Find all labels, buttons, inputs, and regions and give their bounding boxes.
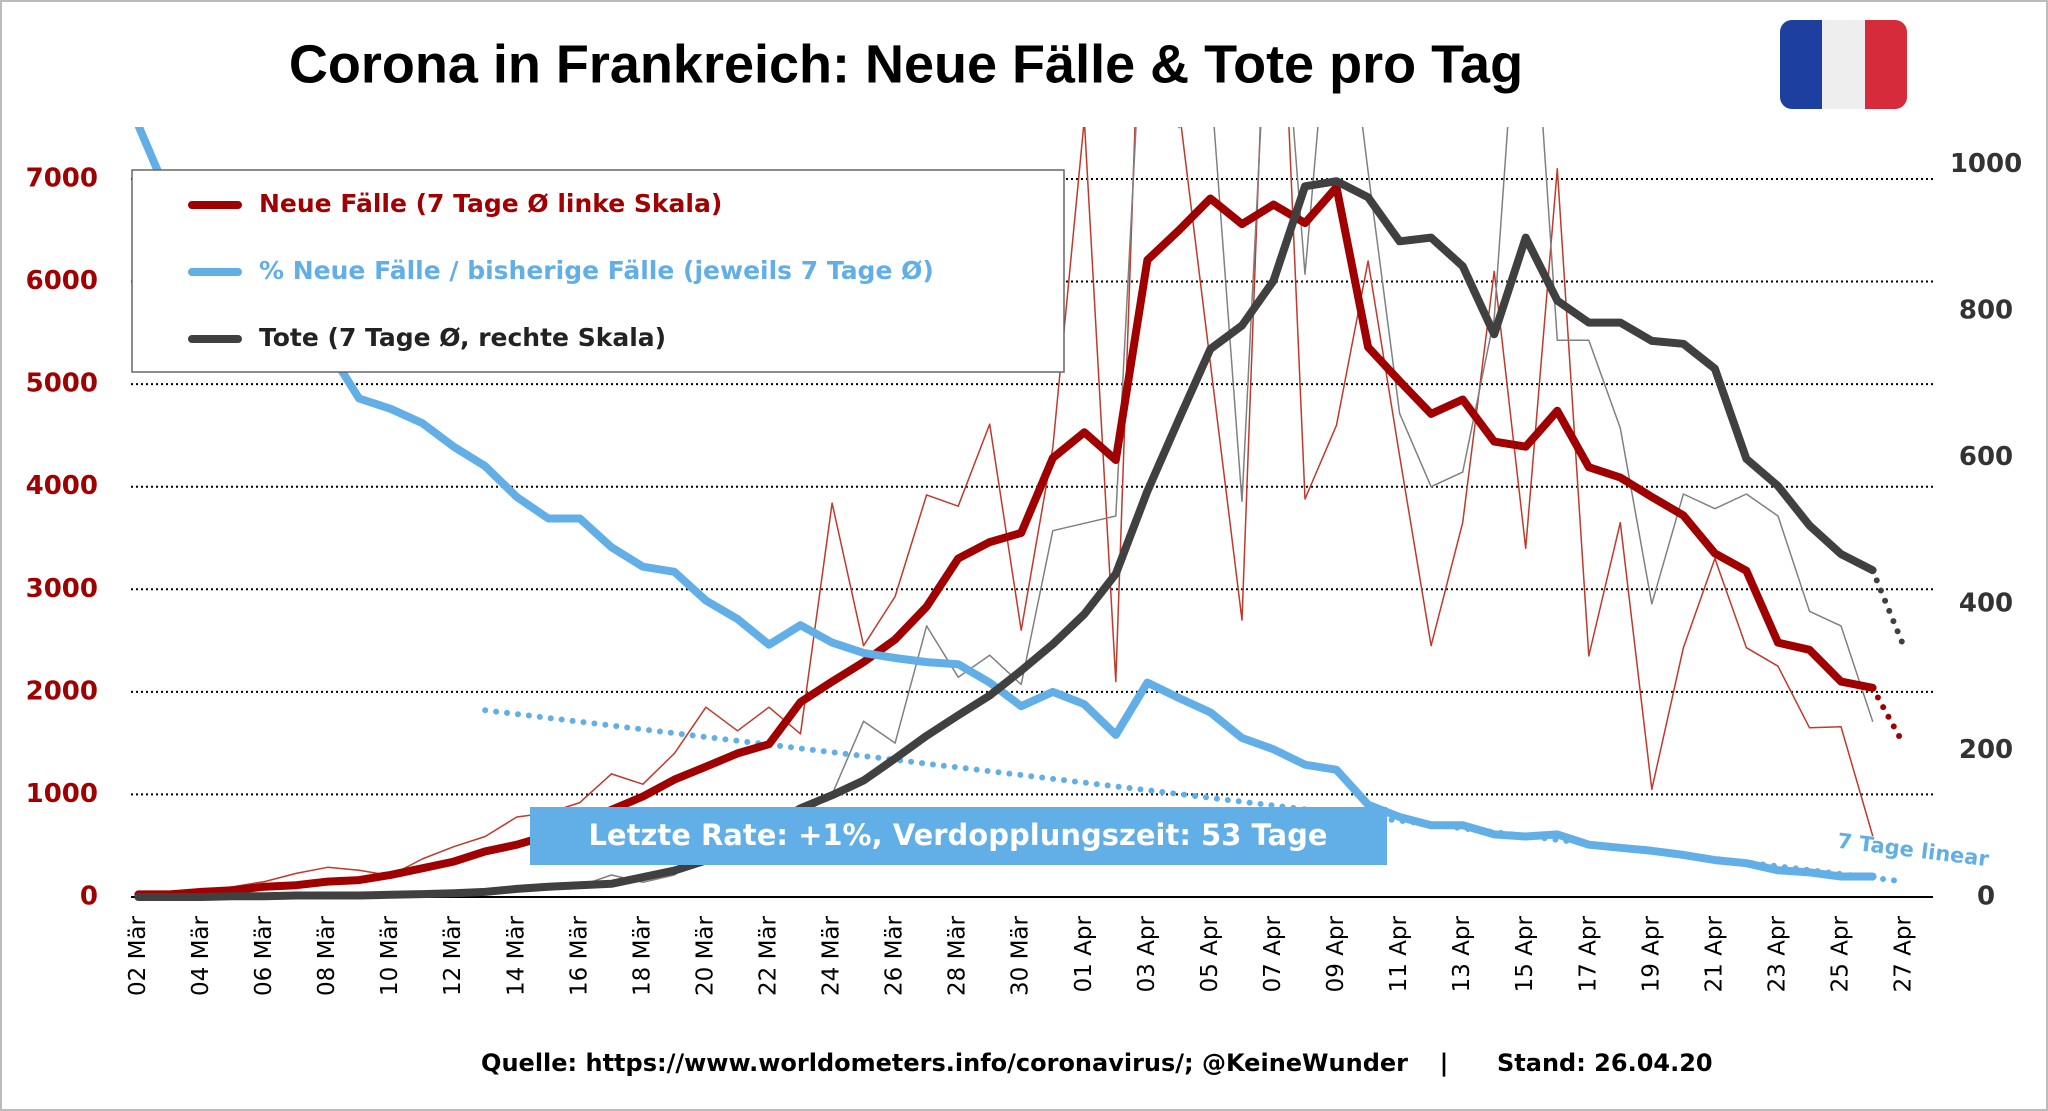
footer-separator: |	[1440, 1049, 1449, 1077]
chart-title: Corona in Frankreich: Neue Fälle & Tote …	[289, 34, 1523, 94]
footer-stand: Stand: 26.04.20	[1497, 1049, 1713, 1077]
y-tick-label: 6000	[26, 266, 98, 296]
y-tick-label: 5000	[26, 369, 98, 399]
x-tick-label: 12 Mär	[440, 915, 466, 996]
footer-source: Quelle: https://www.worldometers.info/co…	[481, 1049, 1408, 1077]
series-line	[134, 183, 1877, 899]
x-tick-label: 16 Mär	[566, 915, 592, 996]
legend: Neue Fälle (7 Tage Ø linke Skala) % Neue …	[131, 169, 1065, 373]
x-tick-label: 13 Apr	[1449, 915, 1475, 992]
y-tick-label: 2000	[26, 676, 98, 706]
y2-tick-label: 200	[1959, 735, 2013, 765]
y-tick-label: 4000	[26, 471, 98, 501]
legend-label: Neue Fälle (7 Tage Ø linke Skala)	[259, 189, 722, 218]
series-line	[134, 177, 1877, 901]
legend-box	[131, 169, 1065, 373]
y-tick-label: 7000	[26, 163, 98, 193]
x-tick-label: 26 Mär	[882, 915, 908, 996]
x-tick-label: 02 Mär	[125, 915, 151, 996]
x-tick-label: 20 Mär	[692, 915, 718, 996]
x-tick-label: 22 Mär	[756, 915, 782, 996]
legend-label: Tote (7 Tage Ø, rechte Skala)	[259, 323, 666, 352]
y-tick-label: 3000	[26, 574, 98, 604]
legend-label: % Neue Fälle / bisherige Fälle (jeweils …	[259, 256, 934, 285]
annotation: Letzte Rate: +1%, Verdopplungszeit: 53 T…	[588, 818, 1327, 852]
x-tick-label: 18 Mär	[629, 915, 655, 996]
x-tick-label: 14 Mär	[503, 915, 529, 996]
x-tick-label: 30 Mär	[1008, 915, 1034, 996]
x-tick-label: 10 Mär	[377, 915, 403, 996]
x-tick-label: 09 Apr	[1323, 915, 1349, 992]
x-tick-label: 17 Apr	[1575, 915, 1601, 992]
series-line	[137, 127, 1874, 896]
x-tick-label: 25 Apr	[1828, 915, 1854, 992]
x-tick-label: 01 Apr	[1071, 915, 1097, 992]
x-tick-label: 27 Apr	[1891, 915, 1917, 992]
y2-tick-label: 800	[1959, 295, 2013, 325]
x-tick-label: 24 Mär	[819, 915, 845, 996]
y2-tick-label: 0	[1977, 882, 1995, 912]
x-tick-label: 15 Apr	[1512, 915, 1538, 992]
x-tick-label: 28 Mär	[945, 915, 971, 996]
x-tick-label: 11 Apr	[1386, 915, 1412, 992]
series-line	[1869, 684, 1908, 749]
x-tick-label: 23 Apr	[1764, 915, 1790, 992]
x-tick-label: 03 Apr	[1134, 915, 1160, 992]
y-tick-label: 0	[80, 882, 98, 912]
x-tick-label: 08 Mär	[314, 915, 340, 996]
x-tick-label: 19 Apr	[1638, 915, 1664, 992]
y2-tick-label: 1000	[1950, 149, 2022, 179]
series-line	[134, 127, 1877, 881]
x-tick-label: 07 Apr	[1260, 915, 1286, 992]
annotation-box	[530, 807, 1387, 865]
x-tick-label: 21 Apr	[1701, 915, 1727, 992]
y-tick-label: 1000	[26, 779, 98, 809]
y2-tick-label: 600	[1959, 442, 2013, 472]
x-tick-label: 05 Apr	[1197, 915, 1223, 992]
x-tick-label: 06 Mär	[251, 915, 277, 996]
y2-tick-label: 400	[1959, 588, 2013, 618]
series-line	[1869, 567, 1908, 651]
x-tick-label: 04 Mär	[188, 915, 214, 996]
flag	[1780, 20, 1907, 109]
